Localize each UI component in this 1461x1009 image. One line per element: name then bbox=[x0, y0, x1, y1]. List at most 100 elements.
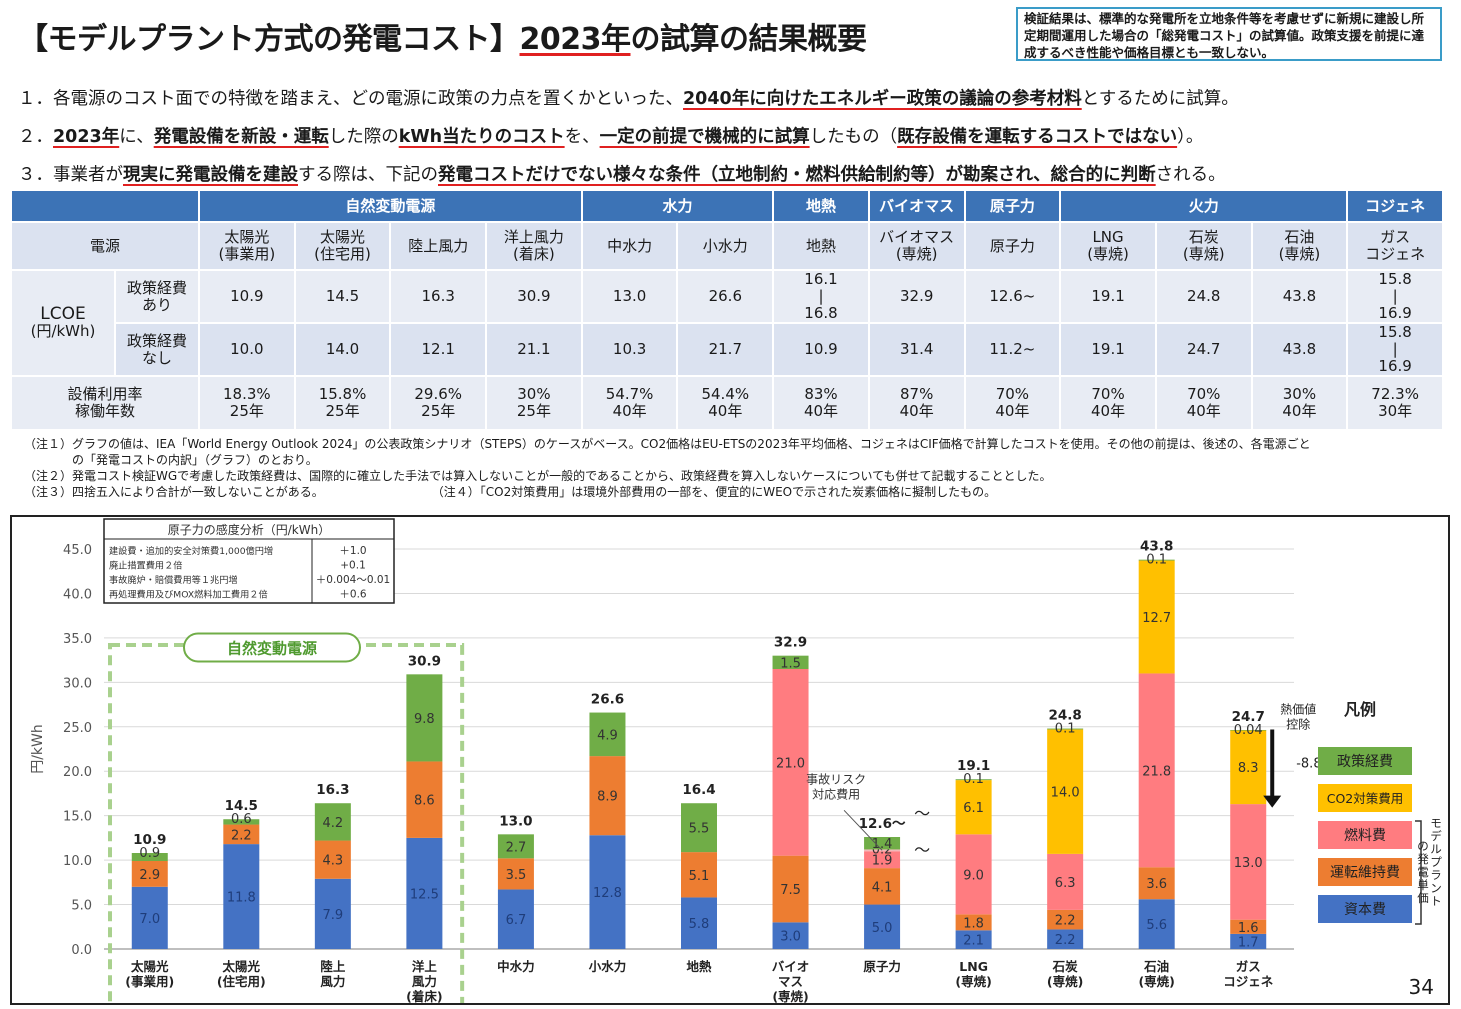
lcoe-with-policy-value: 12.6~ bbox=[963, 269, 1062, 324]
nuclear-tilde: 〜 bbox=[914, 841, 930, 860]
bar-segment-政策経費 bbox=[1047, 728, 1084, 730]
bar-total-label: 13.0 bbox=[499, 813, 532, 829]
lcoe-label: LCOE (円/kWh) bbox=[10, 269, 116, 377]
segment-label: 2.9 bbox=[139, 868, 160, 883]
category-header: 地熱 bbox=[772, 189, 870, 223]
bar-segment-運転維持費 bbox=[131, 861, 168, 887]
lcoe-with-policy-value: 10.9 bbox=[198, 269, 296, 324]
segment-label: 0.9 bbox=[139, 846, 160, 861]
source-name: 石油 (専焼) bbox=[1250, 221, 1349, 271]
legend-swatch bbox=[1318, 784, 1412, 812]
legend-side-label-char: 電 bbox=[1417, 865, 1429, 879]
utilization-value: 18.3% 25年 bbox=[198, 375, 296, 431]
x-tick-label: 中水力 bbox=[497, 959, 535, 974]
x-tick-label: 原子力 bbox=[863, 959, 901, 974]
segment-label: 6.3 bbox=[1055, 876, 1076, 891]
bar-segment-燃料費 bbox=[1047, 853, 1084, 910]
bar-total-label: 26.6 bbox=[591, 692, 624, 708]
y-tick-label: 15.0 bbox=[63, 810, 92, 825]
footnote-line: （注２）発電コスト検証WGで考慮した政策経費は、国際的に確立した手法では算入しな… bbox=[24, 469, 1052, 483]
segment-label: 2.1 bbox=[963, 934, 984, 949]
sensitivity-row-value: ＋0.004〜0.01 bbox=[316, 574, 390, 586]
segment-label: 5.6 bbox=[1146, 918, 1167, 933]
bar-segment-政策経費 bbox=[772, 655, 809, 669]
segment-label: 8.6 bbox=[414, 794, 435, 809]
legend-side-label-char: ラ bbox=[1430, 868, 1442, 882]
segment-label: 1.8 bbox=[963, 916, 984, 931]
segment-label: 0.1 bbox=[1146, 553, 1167, 568]
bullet-2: ２．2023年に、発電設備を新設・運転した際のkWh当たりのコストを、一定の前提… bbox=[18, 127, 1204, 147]
y-tick-label: 0.0 bbox=[71, 943, 92, 958]
lcoe-without-policy-value: 12.1 bbox=[389, 322, 488, 377]
segment-label: 3.5 bbox=[506, 868, 527, 883]
bar-segment-運転維持費 bbox=[406, 761, 443, 838]
bar-segment-政策経費 bbox=[497, 834, 534, 859]
segment-label: 1.9 bbox=[872, 854, 893, 869]
bar-segment-運転維持費 bbox=[772, 855, 809, 923]
lcoe-with-policy-value: 24.8 bbox=[1154, 269, 1253, 324]
segment-label: 13.0 bbox=[1234, 856, 1263, 871]
source-name: 洋上風力 (着床) bbox=[485, 221, 583, 271]
bar-total-label: 30.9 bbox=[408, 653, 441, 669]
source-name: 原子力 bbox=[963, 221, 1062, 271]
lcoe-without-policy-value: 24.7 bbox=[1154, 322, 1253, 377]
legend-title: 凡例 bbox=[1344, 700, 1376, 719]
source-header-label: 電源 bbox=[10, 221, 200, 271]
lcoe-with-policy-value: 30.9 bbox=[485, 269, 583, 324]
bar-segment-政策経費 bbox=[131, 853, 168, 861]
y-tick-label: 45.0 bbox=[63, 543, 92, 558]
bar-total-label: 43.8 bbox=[1140, 539, 1173, 555]
footnote-line: （注３）四捨五入により合計が一致しないことがある。 （注４）「CO2対策費用」は… bbox=[24, 485, 997, 499]
nuclear-tilde: 〜 bbox=[914, 804, 930, 823]
y-axis-label: 円/kWh bbox=[30, 724, 46, 774]
sensitivity-table-frame bbox=[103, 518, 395, 604]
lcoe-title: LCOE bbox=[40, 304, 86, 324]
source-name: 地熱 bbox=[772, 221, 870, 271]
utilization-value: 54.7% 40年 bbox=[580, 375, 679, 431]
legend-swatch bbox=[1318, 858, 1412, 886]
bar-segment-運転維持費 bbox=[681, 852, 717, 898]
utilization-value: 15.8% 25年 bbox=[293, 375, 392, 431]
utilization-value: 83% 40年 bbox=[772, 375, 870, 431]
source-name: 中水力 bbox=[580, 221, 679, 271]
bar-segment-運転維持費 bbox=[1230, 919, 1267, 934]
bar-segment-資本費 bbox=[772, 922, 809, 949]
title-year: 2023年 bbox=[519, 22, 632, 57]
bar-segment-運転維持費 bbox=[955, 914, 992, 931]
source-name: バイオマス (専焼) bbox=[867, 221, 966, 271]
segment-label: 5.1 bbox=[689, 869, 710, 884]
bar-segment-政策経費 bbox=[955, 779, 992, 781]
bar-segment-事故リスク対応費用 bbox=[864, 849, 901, 852]
source-name: ガス コジェネ bbox=[1346, 221, 1444, 271]
y-tick-label: 40.0 bbox=[63, 587, 92, 602]
segment-label: 2.2 bbox=[1055, 914, 1076, 929]
utilization-label: 設備利用率 稼働年数 bbox=[10, 375, 200, 431]
segment-label: 4.1 bbox=[872, 880, 893, 895]
y-tick-label: 30.0 bbox=[63, 676, 92, 691]
without-policy-label: 政策経費 なし bbox=[114, 322, 200, 377]
x-tick-label: 石油(専焼) bbox=[1138, 959, 1174, 989]
utilization-value: 87% 40年 bbox=[867, 375, 966, 431]
lcoe-with-policy-value: 16.3 bbox=[389, 269, 488, 324]
footnote-line: （注１）グラフの値は、IEA「World Energy Outlook 2024… bbox=[24, 437, 1311, 451]
bullet-3: ３．事業者が現実に発電設備を建設する際は、下記の発電コストだけでない様々な条件（… bbox=[18, 165, 1226, 185]
bar-total-label: 24.7 bbox=[1232, 709, 1265, 725]
legend-bracket bbox=[1415, 820, 1422, 925]
legend-side-label-char: ル bbox=[1430, 842, 1442, 856]
x-tick-label: LNG (専焼) bbox=[955, 959, 991, 989]
segment-label: 21.8 bbox=[1142, 764, 1171, 779]
segment-label: 12.8 bbox=[593, 886, 622, 901]
bar-segment-CO2対策費用 bbox=[1230, 730, 1267, 805]
segment-label: 9.0 bbox=[963, 868, 984, 883]
bar-total-label: 19.1 bbox=[957, 758, 990, 774]
bar-segment-政策経費 bbox=[314, 803, 351, 841]
bar-segment-運転維持費 bbox=[589, 756, 626, 836]
x-tick-label: 石炭(専焼) bbox=[1047, 959, 1083, 989]
segment-label: 0.04 bbox=[1234, 723, 1263, 738]
legend-label: 燃料費 bbox=[1344, 827, 1386, 844]
segment-label: 4.9 bbox=[597, 728, 618, 743]
segment-label: 2.2 bbox=[231, 828, 252, 843]
legend-label: CO2対策費用 bbox=[1327, 791, 1404, 806]
segment-label: 4.3 bbox=[323, 854, 344, 869]
utilization-value: 30% 40年 bbox=[1250, 375, 1349, 431]
